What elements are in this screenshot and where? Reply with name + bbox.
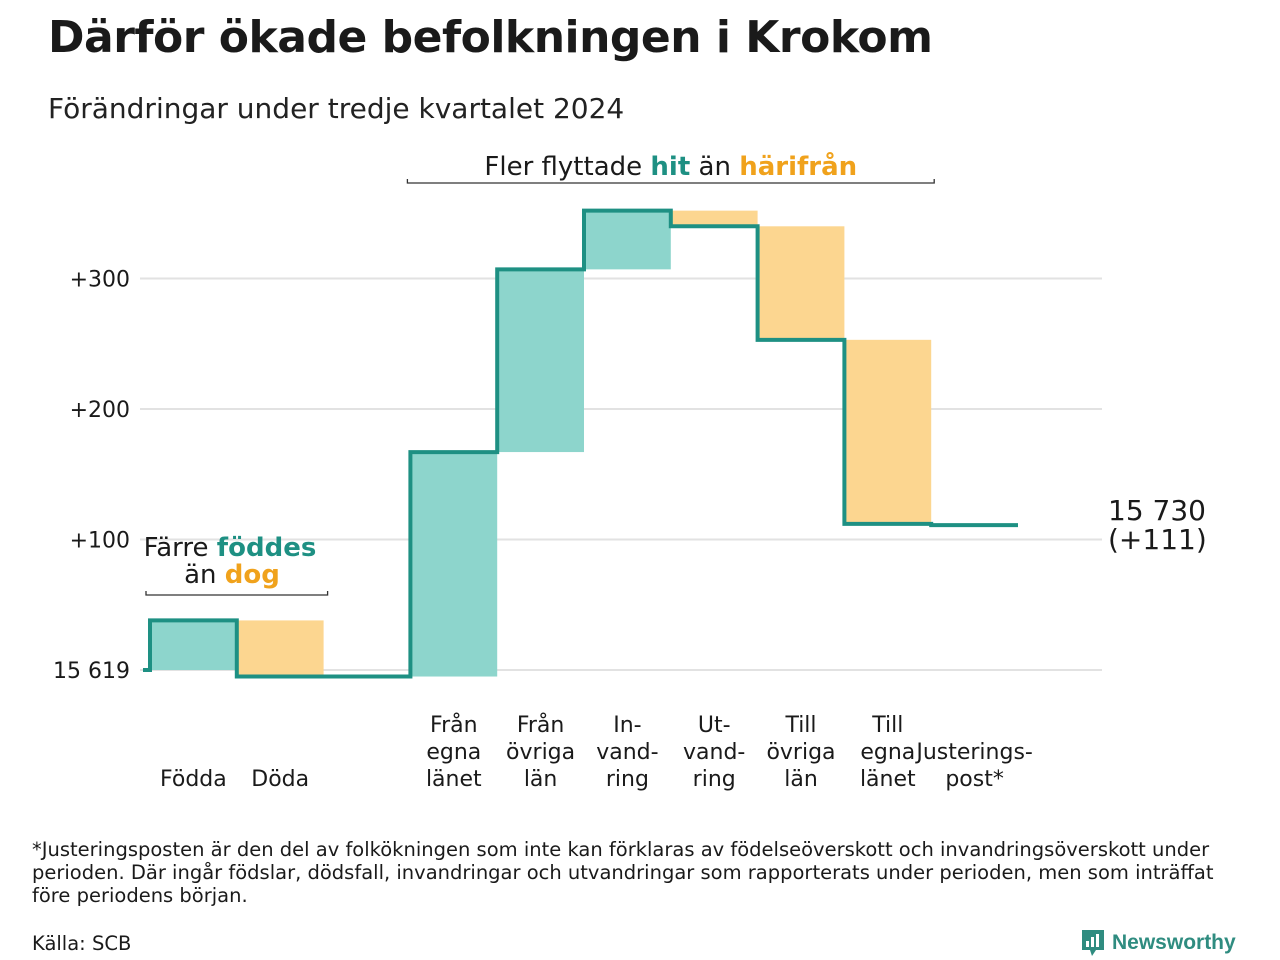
y-tick-label: +300 [70, 268, 130, 293]
brand-name: Newsworthy [1112, 931, 1236, 954]
brand-logo: Newsworthy [1080, 928, 1236, 958]
waterfall-bar [670, 210, 758, 227]
chart-title: Därför ökade befolkningen i Krokom [48, 12, 933, 63]
annotation-text-part: Färre [144, 533, 217, 563]
annotation-text-part: hit [650, 152, 690, 182]
waterfall-bar [410, 452, 498, 677]
x-tick-label: län [524, 767, 558, 792]
x-axis-labels: Födda DödaFrånegnalänetFrånövrigalänIn-va… [160, 712, 1033, 792]
x-tick-label: ring [606, 767, 649, 792]
x-tick-label: Ut- [698, 713, 731, 738]
cumulative-step-line [143, 208, 1018, 679]
source-label: Källa: SCB [32, 932, 132, 955]
waterfall-chart: 15 619+100+200+300 Födda DödaFrånegnaläne… [53, 150, 1207, 792]
newsworthy-logo-icon [1082, 930, 1104, 956]
annotation-bracket [145, 591, 329, 596]
x-tick-label: Justerings- [914, 740, 1033, 765]
x-tick-label: Från [517, 712, 565, 738]
annotation-text-part: än [690, 152, 739, 182]
x-tick-label: Döda [251, 767, 309, 792]
waterfall-bar [497, 269, 584, 453]
x-tick-label: vand- [683, 740, 745, 765]
x-tick-label: vand- [596, 740, 658, 765]
x-tick-label: län [784, 767, 818, 792]
annotation-text-part: dog [225, 560, 280, 590]
waterfall-bar [757, 226, 845, 340]
x-tick-label: post* [945, 767, 1004, 792]
end-value-text: (+111) [1108, 523, 1207, 556]
waterfall-bar [236, 620, 324, 677]
x-tick-label: övriga [506, 740, 575, 765]
annotation-bracket [406, 179, 935, 184]
waterfall-bar [584, 210, 671, 270]
y-tick-label: 15 619 [53, 659, 130, 684]
annotation-text: Fler flyttade hit än härifrån [484, 150, 857, 182]
annotation-text-part: än [184, 560, 225, 590]
x-tick-label: övriga [766, 740, 835, 765]
y-axis-labels: 15 619 +100 +200 +300 [53, 268, 130, 685]
chart-subtitle: Förändringar under tredje kvartalet 2024 [48, 92, 625, 125]
x-tick-label: ring [693, 767, 736, 792]
bars [150, 210, 1018, 677]
waterfall-bar [844, 339, 932, 524]
annotation-text: än dog [184, 560, 280, 590]
x-tick-label: Till [871, 713, 903, 738]
y-tick-label: +100 [70, 529, 130, 554]
end-value-text: 15 730 [1108, 494, 1206, 527]
x-tick-label: In- [613, 713, 641, 738]
annotation-text: Färre föddes [144, 533, 317, 563]
gridlines [140, 277, 1102, 671]
annotation-text-part: föddes [217, 533, 317, 563]
footnote: *Justeringsposten är den del av folkökni… [32, 838, 1214, 907]
x-tick-label: länet [860, 767, 916, 792]
x-tick-label: Från [430, 712, 478, 738]
annotation-text-part: Fler flyttade [484, 152, 650, 182]
x-tick-label: Födda [160, 767, 227, 792]
x-tick-label: egna [860, 740, 915, 765]
end-value-label: 15 730(+111) [1108, 494, 1207, 556]
annotation-text-part: härifrån [739, 150, 857, 182]
waterfall-bar [150, 620, 237, 670]
y-tick-label: +200 [70, 398, 130, 423]
x-tick-label: Till [784, 713, 816, 738]
x-tick-label: egna [426, 740, 481, 765]
x-tick-label: länet [426, 767, 482, 792]
